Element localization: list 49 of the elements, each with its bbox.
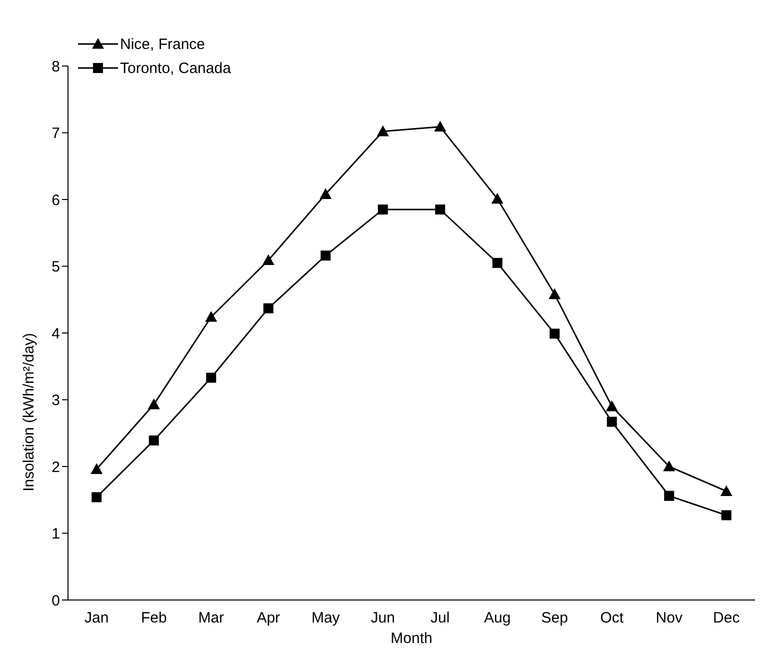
y-tick-label: 8 [52,58,60,76]
y-tick-label: 7 [52,125,60,142]
point [205,310,218,322]
legend-label: Toronto, Canada [120,60,231,76]
x-tick-label: Jan [84,610,109,627]
point [606,416,617,427]
point [90,463,103,474]
y-tick-label: 1 [52,526,60,543]
point [263,303,274,314]
x-tick-label: Jun [370,610,395,627]
point [92,492,102,502]
y-tick-label: 4 [52,325,60,342]
x-tick-label: May [311,610,340,627]
x-axis-title: Month [390,630,432,647]
point [435,204,446,215]
x-tick-label: Jul [430,610,450,627]
point [434,120,446,132]
y-axis-title: Insolation (kWh/m²/day) [20,333,38,492]
x-tick-label: Apr [256,610,280,627]
x-tick-label: Nov [656,610,683,627]
x-tick-label: Mar [198,610,224,627]
x-tick-label: Feb [140,610,167,627]
point [320,188,332,199]
point [548,288,561,300]
x-tick-label: Oct [600,610,624,627]
point [262,254,274,266]
point [148,435,159,446]
x-tick-label: Aug [484,610,511,627]
point [663,460,676,472]
point [720,485,732,496]
legend-label: Nice, France [120,36,206,52]
point [606,400,618,412]
point [376,125,389,136]
point [148,398,160,410]
point [721,510,732,520]
x-tick-label: Dec [713,610,740,627]
y-tick-label: 2 [52,458,60,476]
y-tick-label: 5 [52,258,60,276]
y-tick-label: 6 [52,192,60,209]
point [206,372,216,383]
y-tick-label: 0 [52,592,60,610]
point [550,328,560,339]
point [664,490,674,501]
point [492,258,502,268]
x-tick-label: Sep [541,610,568,627]
point [491,192,504,204]
point [378,204,388,215]
point [320,250,331,261]
y-tick-label: 3 [52,392,60,410]
